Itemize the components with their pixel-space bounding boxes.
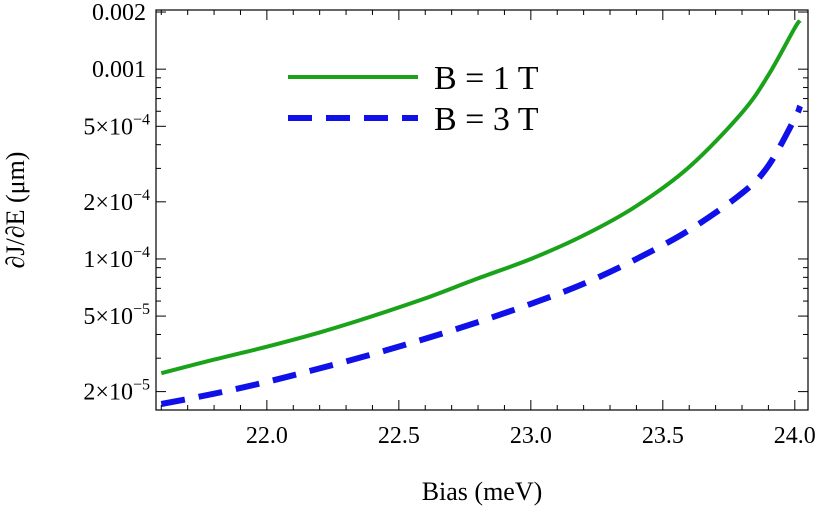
tick-labels: 22.0 22.5 23.0 23.5 24.0 0.002 0.001 5×10−4 2×10…: [83, 0, 815, 449]
y-tick-label: 1×10−4: [83, 244, 150, 273]
y-tick-label: 5×10−5: [83, 301, 150, 330]
x-axis-title: Bias (meV): [422, 477, 543, 506]
x-tick-label: 23.5: [642, 423, 684, 449]
x-tick-label: 22.0: [246, 423, 288, 449]
series-layer: [160, 19, 803, 407]
axis-ticks: [156, 10, 808, 410]
x-tick-label: 23.0: [510, 423, 552, 449]
legend-label-b1: B = 1 T: [434, 60, 539, 97]
x-tick-label: 24.0: [774, 423, 816, 449]
series-line-b1: [160, 19, 802, 376]
plot-frame: [155, 9, 809, 411]
y-tick-label: 0.002: [92, 0, 146, 26]
y-tick-label: 2×10−5: [83, 377, 150, 406]
y-tick-label: 5×10−4: [83, 111, 150, 140]
series-line-b3: [160, 104, 803, 407]
y-tick-label: 2×10−4: [83, 187, 150, 216]
x-tick-label: 22.5: [378, 423, 420, 449]
y-tick-label: 0.001: [92, 57, 146, 83]
legend-label-b3: B = 3 T: [434, 101, 539, 138]
legend: B = 1 T B = 3 T: [288, 60, 539, 138]
y-axis-title: ∂J/∂E (μm): [1, 152, 30, 269]
